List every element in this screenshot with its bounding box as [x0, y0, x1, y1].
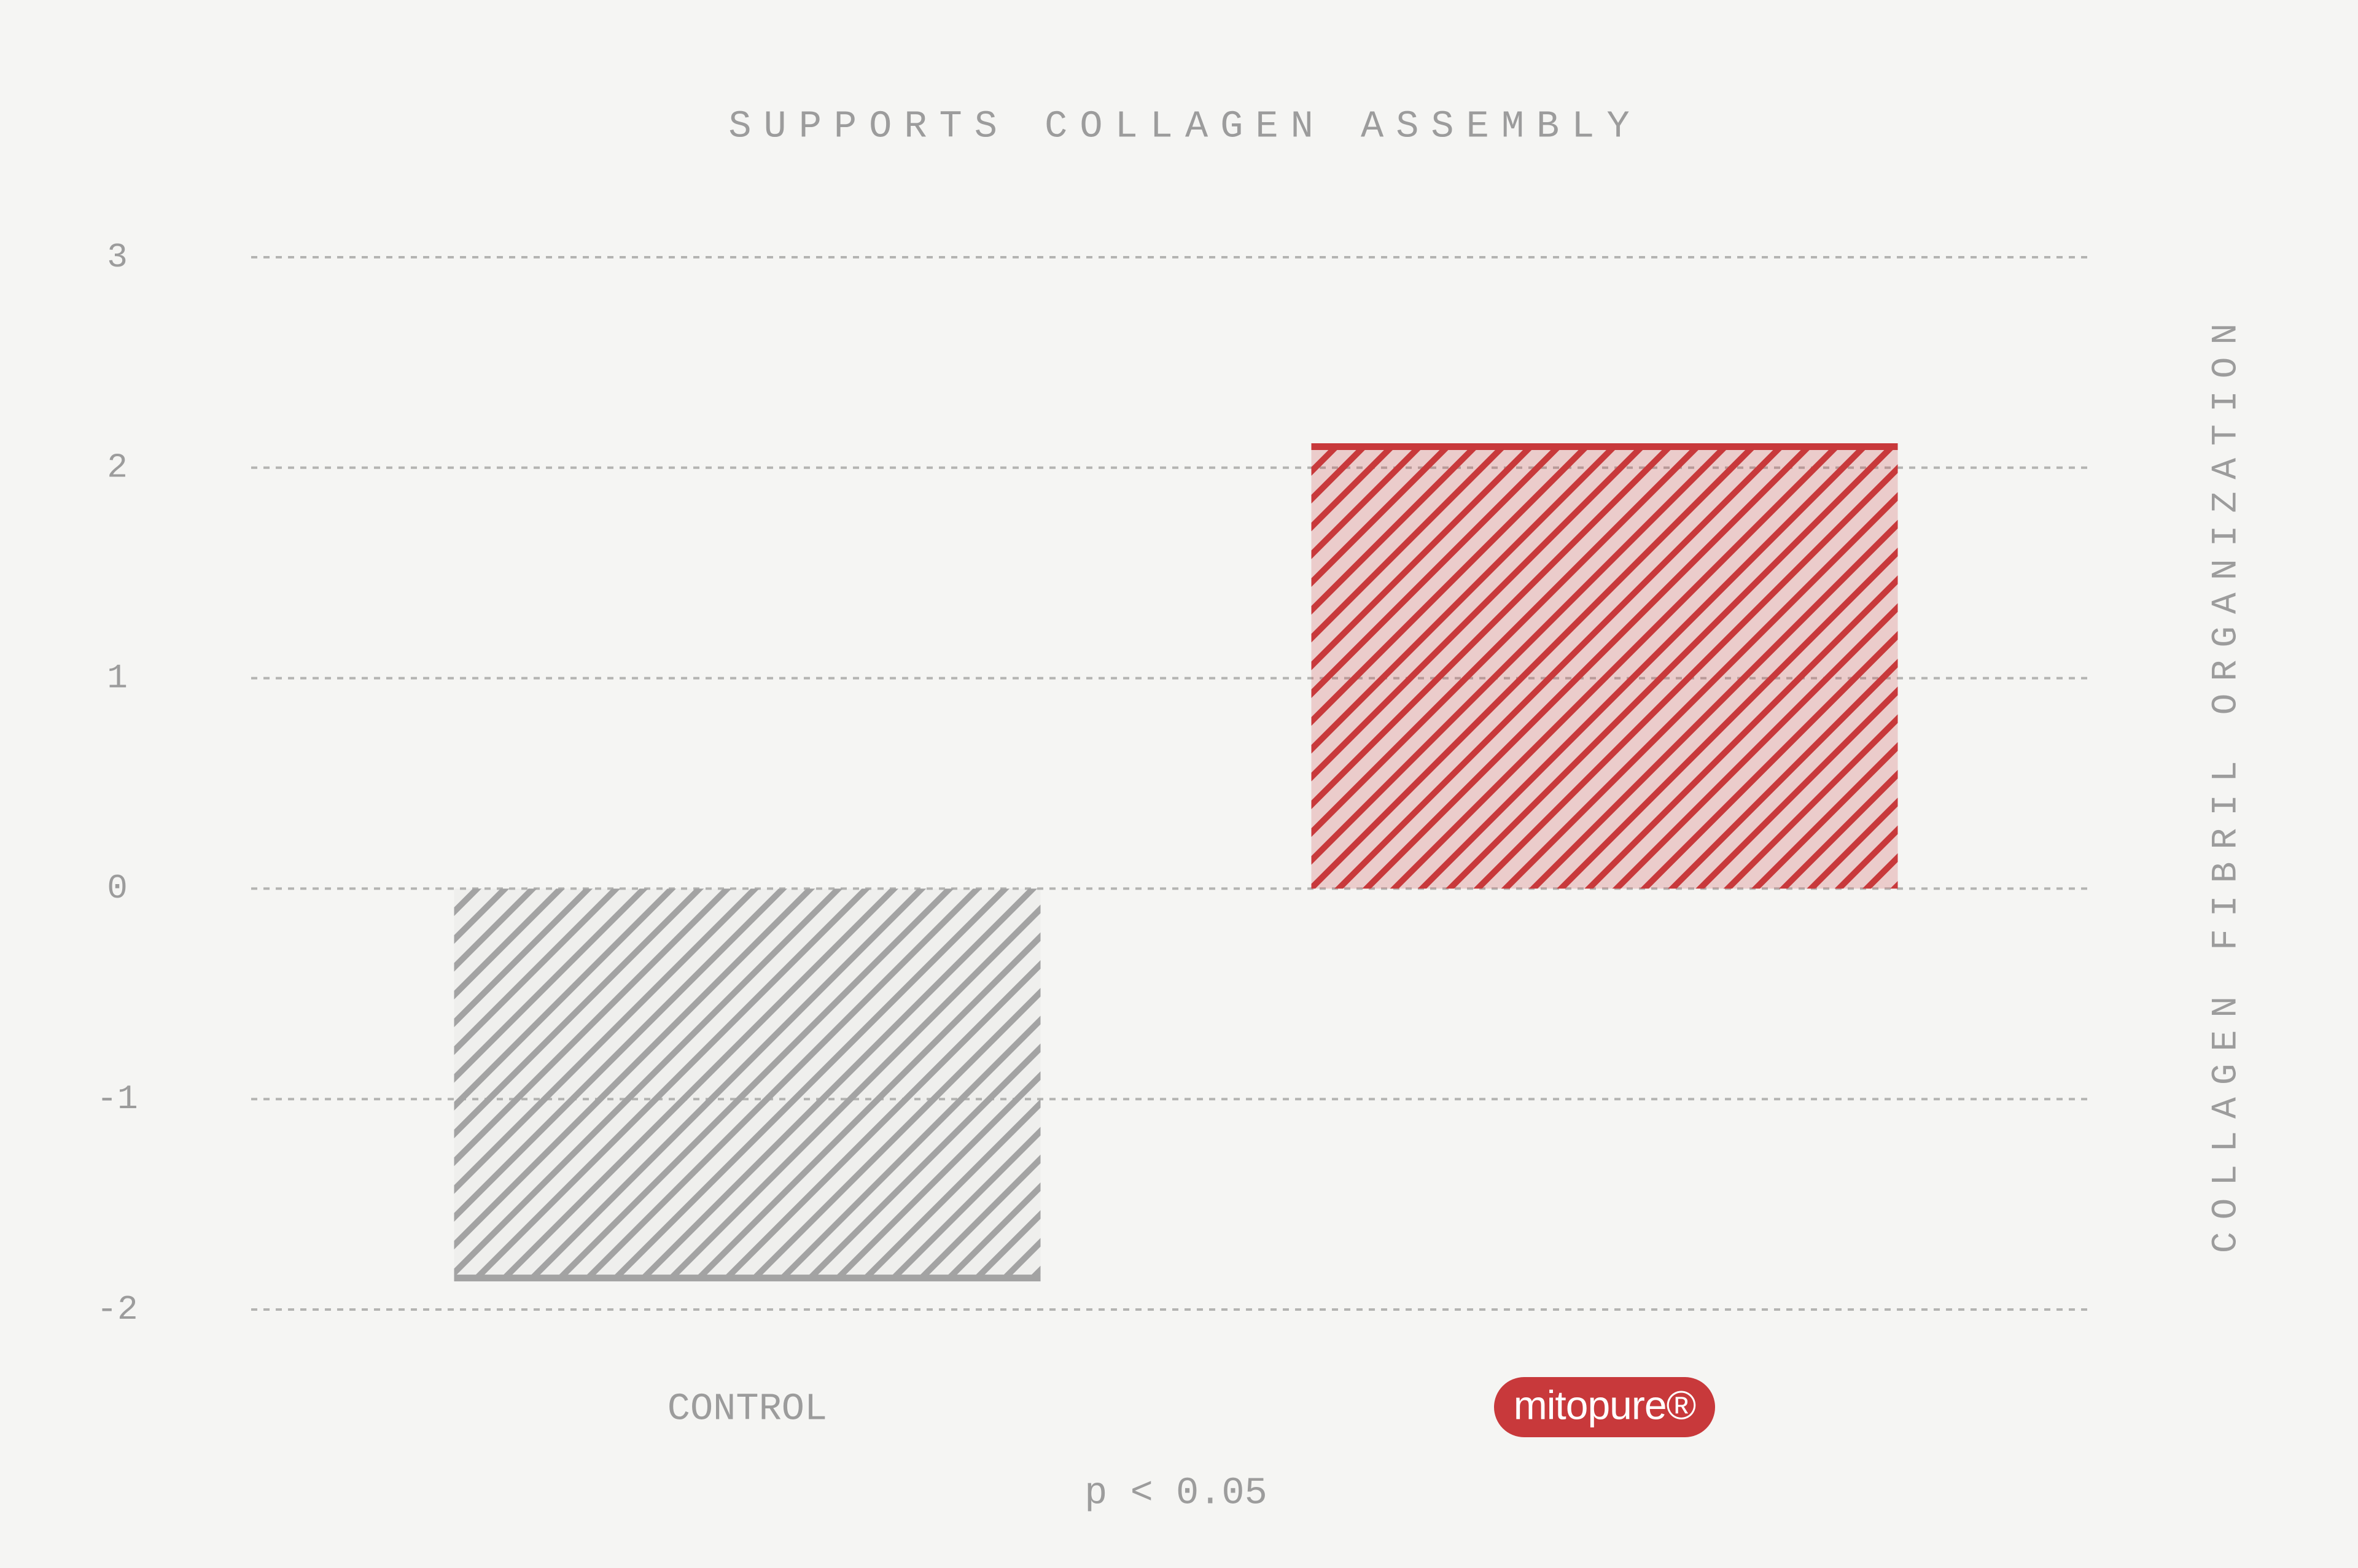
y-tick-label: 2	[107, 448, 128, 487]
annotation: p < 0.05	[1084, 1471, 1267, 1515]
y-tick-label: 1	[107, 658, 128, 697]
chart-title: SUPPORTS COLLAGEN ASSEMBLY	[728, 104, 1641, 148]
bar	[1311, 446, 1898, 889]
y-tick-label: 0	[107, 869, 128, 908]
y-axis-label: COLLAGEN FIBRIL ORGANIZATION	[2206, 311, 2246, 1254]
y-tick-label: 3	[107, 238, 128, 277]
y-tick-label: -1	[96, 1079, 138, 1119]
bar	[454, 888, 1041, 1278]
x-tick-label: mitopure®	[1514, 1382, 1696, 1427]
y-tick-label: -2	[96, 1290, 138, 1329]
x-tick-label: CONTROL	[667, 1387, 827, 1430]
logo-badge	[1494, 1377, 1715, 1437]
